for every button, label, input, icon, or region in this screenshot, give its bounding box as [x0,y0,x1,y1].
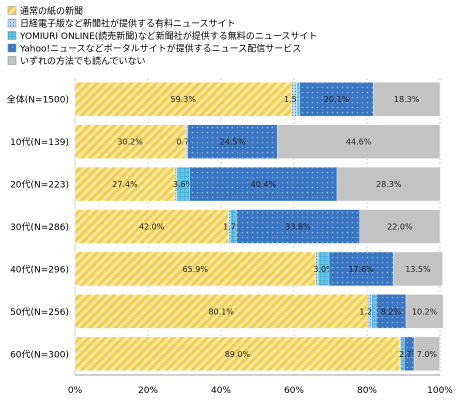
category-labels: 全体(N=1500) 10代(N=139) 20代(N=223) 30代(N=286)… [7,94,69,361]
bar-segment [413,336,440,371]
data-label: 59.3% [171,95,197,104]
legend-swatch [7,18,17,28]
legend-swatch [7,56,17,65]
legend-label: Yahoo!ニュースなどポータルサイトが提供するニュース配信サービス [19,43,301,55]
data-label: 28.3% [376,180,402,189]
legend-label: いずれの方法でも読んでいない [20,55,146,67]
legend-swatch [7,43,17,53]
data-label: 18.3% [394,95,420,104]
data-label: 89.0% [225,350,251,359]
bar-segment [371,294,377,329]
data-label: 30.2% [117,138,143,147]
bar-segment [74,294,368,329]
data-label: 3.6% [173,180,194,189]
bars: 59.3% 1.5% 20.1% 18.3% 30.2% 0.7% 24.5% 44.6% 27… [74,82,444,371]
category-label: 30代(N=286) [10,222,69,233]
data-label: 0.7% [176,138,197,147]
category-label: 20代(N=223) [10,180,69,191]
bar-segment [328,251,394,287]
bar-segment [296,82,301,117]
bar-segment [74,209,229,244]
bar-segment [74,82,292,117]
category-label: 50代(N=256) [10,307,69,318]
category-label: 全体(N=1500) [7,94,69,106]
data-label: 2.7% [399,350,420,359]
legend-swatch [7,6,17,15]
x-tick-label: 100% [427,386,453,396]
bar-segment [74,124,186,159]
bar-segment [405,294,444,329]
bar-segment [393,251,443,287]
data-label: 13.5% [405,265,431,274]
bar-segment [74,336,401,371]
data-label: 1.5% [284,95,305,104]
legend-label: 日経電子版など新聞社が提供する有料ニュースサイト [20,18,236,30]
bar-segment [373,82,441,117]
bar-segment [236,209,360,244]
data-label: 17.6% [348,265,374,274]
bar-segment [375,294,407,329]
data-label: 20.1% [324,95,350,104]
bar-segment [189,166,338,202]
bar-segment [299,82,374,117]
data-label: 80.1% [208,307,234,316]
x-tick-labels: 0% 20% 40% 60% 80% 100% [68,386,453,396]
bar-segment [336,166,441,202]
legend-label: 通常の紙の新聞 [20,5,83,17]
legend-swatch [7,31,17,40]
data-label: 24.5% [220,138,246,147]
legend-label: YOMIURI ONLINE(読売新聞)など新聞社が提供する無料のニュースサイト [19,30,317,42]
data-label: 7.0% [417,350,438,359]
category-label: 10代(N=139) [10,137,69,148]
data-label: 65.9% [183,265,209,274]
bar-segment [359,209,441,244]
x-tick-label: 40% [211,386,231,396]
data-label: 1.7% [223,223,244,232]
data-label: 10.2% [412,307,438,316]
bar-segment [277,124,441,159]
x-tick-label: 60% [284,386,304,396]
data-label: 33.8% [285,223,311,232]
bar-segment [74,251,316,287]
category-label: 40代(N=296) [10,264,69,275]
data-label: 8.2% [381,307,402,316]
data-label: 22.0% [387,223,413,232]
x-tick-label: 80% [357,386,377,396]
bar-segment [187,124,278,159]
data-label: 42.0% [139,223,165,232]
category-label: 60代(N=300) [10,349,69,360]
data-label: 3.0% [313,265,334,274]
data-label: 1.2% [359,307,380,316]
data-label: 40.4% [251,180,277,189]
data-label: 44.6% [346,138,372,147]
data-label: 27.4% [112,180,138,189]
x-tick-label: 0% [68,386,83,396]
x-tick-label: 20% [138,386,158,396]
